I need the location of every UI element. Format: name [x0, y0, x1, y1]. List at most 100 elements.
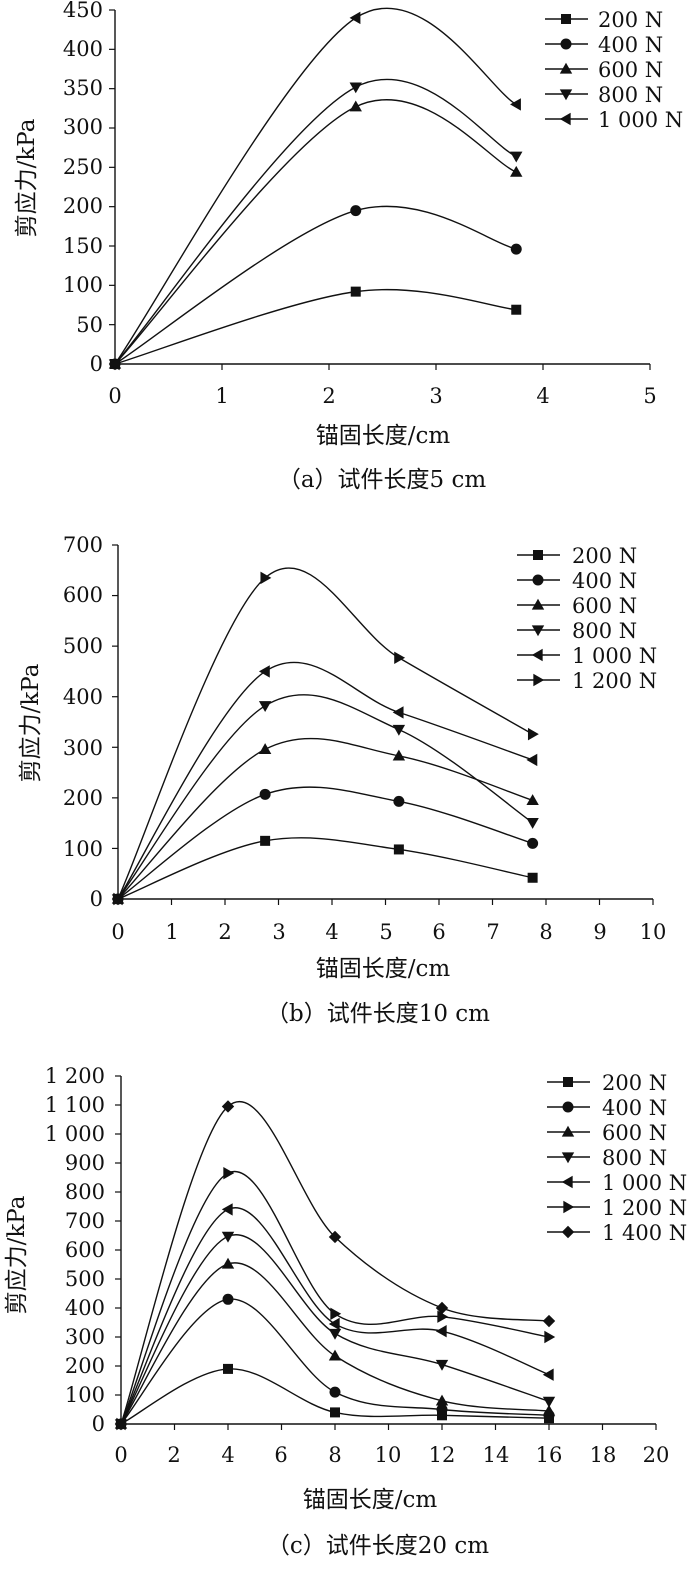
chart-a-data-point	[349, 82, 362, 94]
chart-c: 0 100 200 300 400 500 600 700 800 900 1 …	[4, 1064, 687, 1559]
chart-b-data-point	[392, 749, 406, 761]
chart-b-ytick-label: 400	[63, 685, 103, 709]
chart-a-legend-marker	[560, 38, 572, 50]
chart-b-legend-marker	[533, 673, 545, 687]
chart-a-legend-label: 800 N	[598, 83, 663, 107]
chart-c-data-point	[330, 1407, 340, 1418]
chart-c-xtick-label: 4	[221, 1443, 234, 1467]
chart-b-xtick-label: 6	[432, 920, 445, 944]
chart-c-legend-label: 1 200 N	[602, 1196, 687, 1220]
chart-c-data-point	[221, 1203, 233, 1216]
chart-c-data-point	[542, 1368, 554, 1381]
chart-c-series-line	[120, 1170, 550, 1425]
chart-a-axes	[109, 9, 651, 370]
chart-a-xtick-label: 2	[322, 384, 335, 408]
chart-c-ytick-label: 0	[92, 1412, 105, 1436]
chart-c-data-point	[436, 1404, 448, 1415]
chart-b-data-point	[258, 743, 272, 754]
chart-c-legend-marker	[561, 1225, 575, 1239]
chart-c-series-3	[114, 1231, 556, 1431]
chart-c-caption: （c）试件长度20 cm	[267, 1533, 489, 1559]
chart-a-xtick-label: 3	[429, 384, 442, 408]
chart-c-data-point	[328, 1317, 340, 1331]
chart-c-xtick-label: 10	[375, 1443, 402, 1467]
chart-c-legend-label: 400 N	[602, 1096, 667, 1120]
chart-c-y-axis-title: 剪应力/kPa	[4, 1195, 30, 1314]
chart-a-xtick-label: 4	[536, 384, 549, 408]
chart-a-legend-marker	[561, 14, 571, 24]
chart-b-xtick-label: 5	[379, 920, 392, 944]
chart-c-xtick-label: 12	[429, 1443, 456, 1467]
chart-c-data-point	[437, 1410, 447, 1421]
chart-b-xtick-label: 3	[272, 920, 285, 944]
chart-b-series-5	[113, 567, 539, 906]
chart-a-xtick-label: 0	[108, 384, 121, 408]
chart-a-ytick-label: 400	[63, 37, 103, 61]
chart-b-data-point	[392, 724, 406, 736]
chart-c-x-axis-title: 锚固长度/cm	[303, 1487, 438, 1513]
chart-c-legend-labels: 200 N 400 N 600 N 800 N 1 000 N 1 200 N …	[602, 1071, 687, 1245]
chart-a-data-point	[349, 100, 362, 112]
chart-a-series-line	[114, 7, 517, 365]
chart-b-series-line	[117, 837, 533, 900]
chart-a-x-axis-title: 锚固长度/cm	[316, 423, 451, 449]
chart-b-series-4	[111, 661, 538, 906]
chart-b-xtick-label: 1	[165, 920, 178, 944]
chart-b-legend-label: 1 200 N	[572, 669, 657, 693]
chart-b-series-line	[117, 737, 533, 900]
chart-a-legend-marker	[559, 62, 573, 74]
chart-a-data-point	[108, 357, 120, 371]
chart-c-legend-label: 1 000 N	[602, 1171, 687, 1195]
chart-b-x-axis-title: 锚固长度/cm	[316, 956, 451, 982]
chart-a-ytick-label: 300	[63, 115, 103, 139]
chart-a-data-point	[350, 286, 361, 297]
chart-b-xtick-label: 2	[218, 920, 231, 944]
chart-b-ytick-label: 300	[63, 736, 103, 760]
chart-c-legend-label: 1 400 N	[602, 1221, 687, 1245]
chart-b-ytick-label: 600	[63, 583, 103, 607]
chart-b-data-point	[392, 706, 404, 719]
chart-c-legend-label: 800 N	[602, 1146, 667, 1170]
chart-a-tick-labels: 0 50 100 150 200 250 300 350 400 450 0 1…	[63, 0, 657, 408]
chart-c-data-point	[435, 1325, 447, 1338]
chart-b-xtick-label: 8	[539, 920, 552, 944]
chart-a-data-point	[510, 165, 523, 177]
chart-b-data-point	[394, 651, 406, 664]
chart-b-series-line	[117, 786, 533, 900]
chart-c-data-point	[329, 1386, 341, 1398]
chart-c-series-line	[120, 1234, 550, 1425]
chart-b-series-1	[112, 786, 539, 905]
chart-b-ytick-label: 0	[90, 887, 103, 911]
chart-c-series-2	[114, 1257, 556, 1429]
chart-b-ytick-label: 500	[63, 634, 103, 658]
chart-b-data-point	[526, 817, 539, 829]
chart-b-xtick-label: 9	[593, 920, 606, 944]
chart-c-data-point	[435, 1359, 449, 1371]
chart-c-data-point	[437, 1310, 449, 1323]
chart-c-series-line	[120, 1207, 550, 1425]
chart-b-legend-marker	[532, 574, 544, 586]
chart-c-xtick-label: 18	[590, 1443, 617, 1467]
chart-b-legend-label: 600 N	[572, 594, 637, 618]
chart-b-xtick-label: 7	[486, 920, 499, 944]
chart-a-ytick-label: 50	[76, 313, 103, 337]
chart-c-data-point	[221, 1257, 235, 1269]
chart-c-data-point	[223, 1363, 233, 1374]
chart-b-data-point	[258, 701, 272, 713]
chart-b-data-point	[527, 727, 539, 741]
chart-c-data-point	[114, 1417, 128, 1431]
chart-b: 0 100 200 300 400 500 600 700 0 1 2 3 4 …	[18, 533, 666, 1027]
chart-b-legend-marker	[531, 648, 543, 662]
chart-b-legend-label: 1 000 N	[572, 644, 657, 668]
chart-c-ytick-label: 1 200	[45, 1064, 105, 1088]
chart-c-legend-marker	[563, 1077, 573, 1087]
chart-a-ytick-label: 350	[63, 76, 103, 100]
chart-c-legend-marker	[561, 1125, 575, 1137]
chart-a-data-point	[510, 151, 523, 163]
chart-a-series-2	[108, 99, 523, 369]
chart-c-ytick-label: 1 100	[45, 1093, 105, 1117]
chart-a: 0 50 100 150 200 250 300 350 400 450 0 1…	[14, 0, 683, 493]
chart-a-legend-label: 400 N	[598, 33, 663, 57]
chart-b-legend-label: 400 N	[572, 569, 637, 593]
